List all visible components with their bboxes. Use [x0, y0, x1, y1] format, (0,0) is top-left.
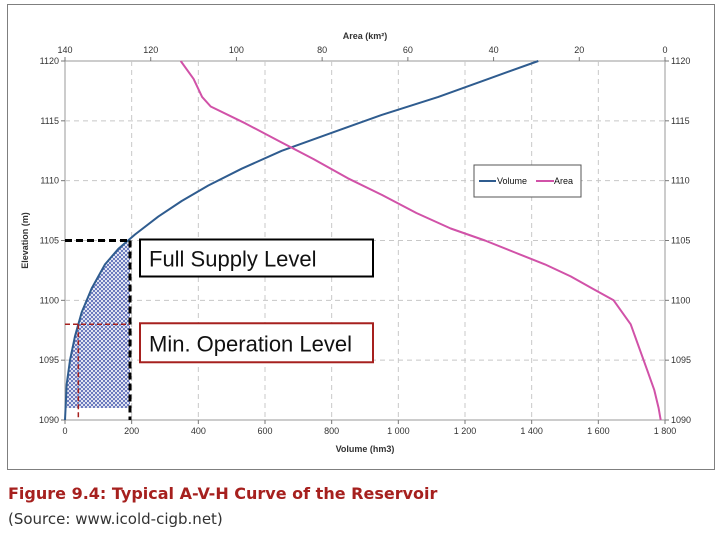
figure-caption: Figure 9.4: Typical A-V-H Curve of the R…: [8, 484, 438, 503]
series-line-area: [179, 60, 662, 421]
y-tick-label-left: 1120: [40, 56, 59, 66]
mol-label: Min. Operation Level: [149, 331, 352, 356]
figure-source: (Source: www.icold-cigb.net): [8, 510, 223, 528]
x-bottom-tick-label: 800: [324, 426, 339, 436]
x-bottom-tick-label: 400: [191, 426, 206, 436]
y-tick-label-left: 1095: [39, 355, 59, 365]
x-top-tick-label: 40: [489, 45, 499, 55]
x-top-tick-label: 0: [662, 45, 667, 55]
y-tick-label-right: 1120: [671, 56, 690, 66]
x-top-tick-label: 100: [229, 45, 244, 55]
fsl-label-box: [139, 238, 374, 278]
x-bottom-tick-label: 200: [124, 426, 139, 436]
x-bottom-tick-label: 1 800: [654, 426, 677, 436]
y-axis-title: Elevation (m): [20, 212, 30, 269]
y-tick-label-left: 1090: [39, 415, 59, 425]
y-tick-label-left: 1115: [40, 116, 59, 126]
x-top-tick-label: 120: [143, 45, 158, 55]
y-tick-label-right: 1090: [671, 415, 691, 425]
chart-frame: 1090 1090 1095 1095 1100 1100 1105 1105 1110 1110…: [7, 4, 715, 470]
x-bottom-axis-title: Volume (hm3): [336, 444, 395, 454]
x-bottom-tick-label: 1 200: [454, 426, 477, 436]
y-tick-label-left: 1110: [40, 176, 59, 186]
legend-label-area: Area: [554, 176, 573, 186]
y-tick-label-left: 1105: [40, 236, 59, 246]
x-bottom-tick-label: 1 400: [520, 426, 543, 436]
x-top-tick-label: 140: [57, 45, 72, 55]
y-tick-label-right: 1105: [671, 236, 690, 246]
x-top-tick-label: 20: [574, 45, 584, 55]
x-bottom-tick-label: 1 000: [387, 426, 410, 436]
y-tick-label-right: 1095: [671, 355, 691, 365]
avh-chart: 1090 1090 1095 1095 1100 1100 1105 1105 1110 1110…: [20, 31, 691, 454]
y-tick-label-right: 1115: [671, 116, 690, 126]
legend-label-volume: Volume: [497, 176, 527, 186]
x-bottom-tick-label: 600: [257, 426, 272, 436]
y-tick-label-left: 1100: [40, 295, 59, 305]
fsl-label: Full Supply Level: [149, 247, 317, 272]
x-top-tick-label: 80: [317, 45, 327, 55]
x-top-axis-title: Area (km²): [343, 31, 388, 41]
mol-label-box: [139, 322, 374, 364]
x-top-tick-label: 60: [403, 45, 413, 55]
x-bottom-tick-label: 0: [62, 426, 67, 436]
x-bottom-tick-label: 1 600: [587, 426, 610, 436]
y-tick-label-right: 1110: [671, 176, 690, 186]
y-tick-label-right: 1100: [671, 295, 690, 305]
series-line-volume: [64, 60, 539, 421]
